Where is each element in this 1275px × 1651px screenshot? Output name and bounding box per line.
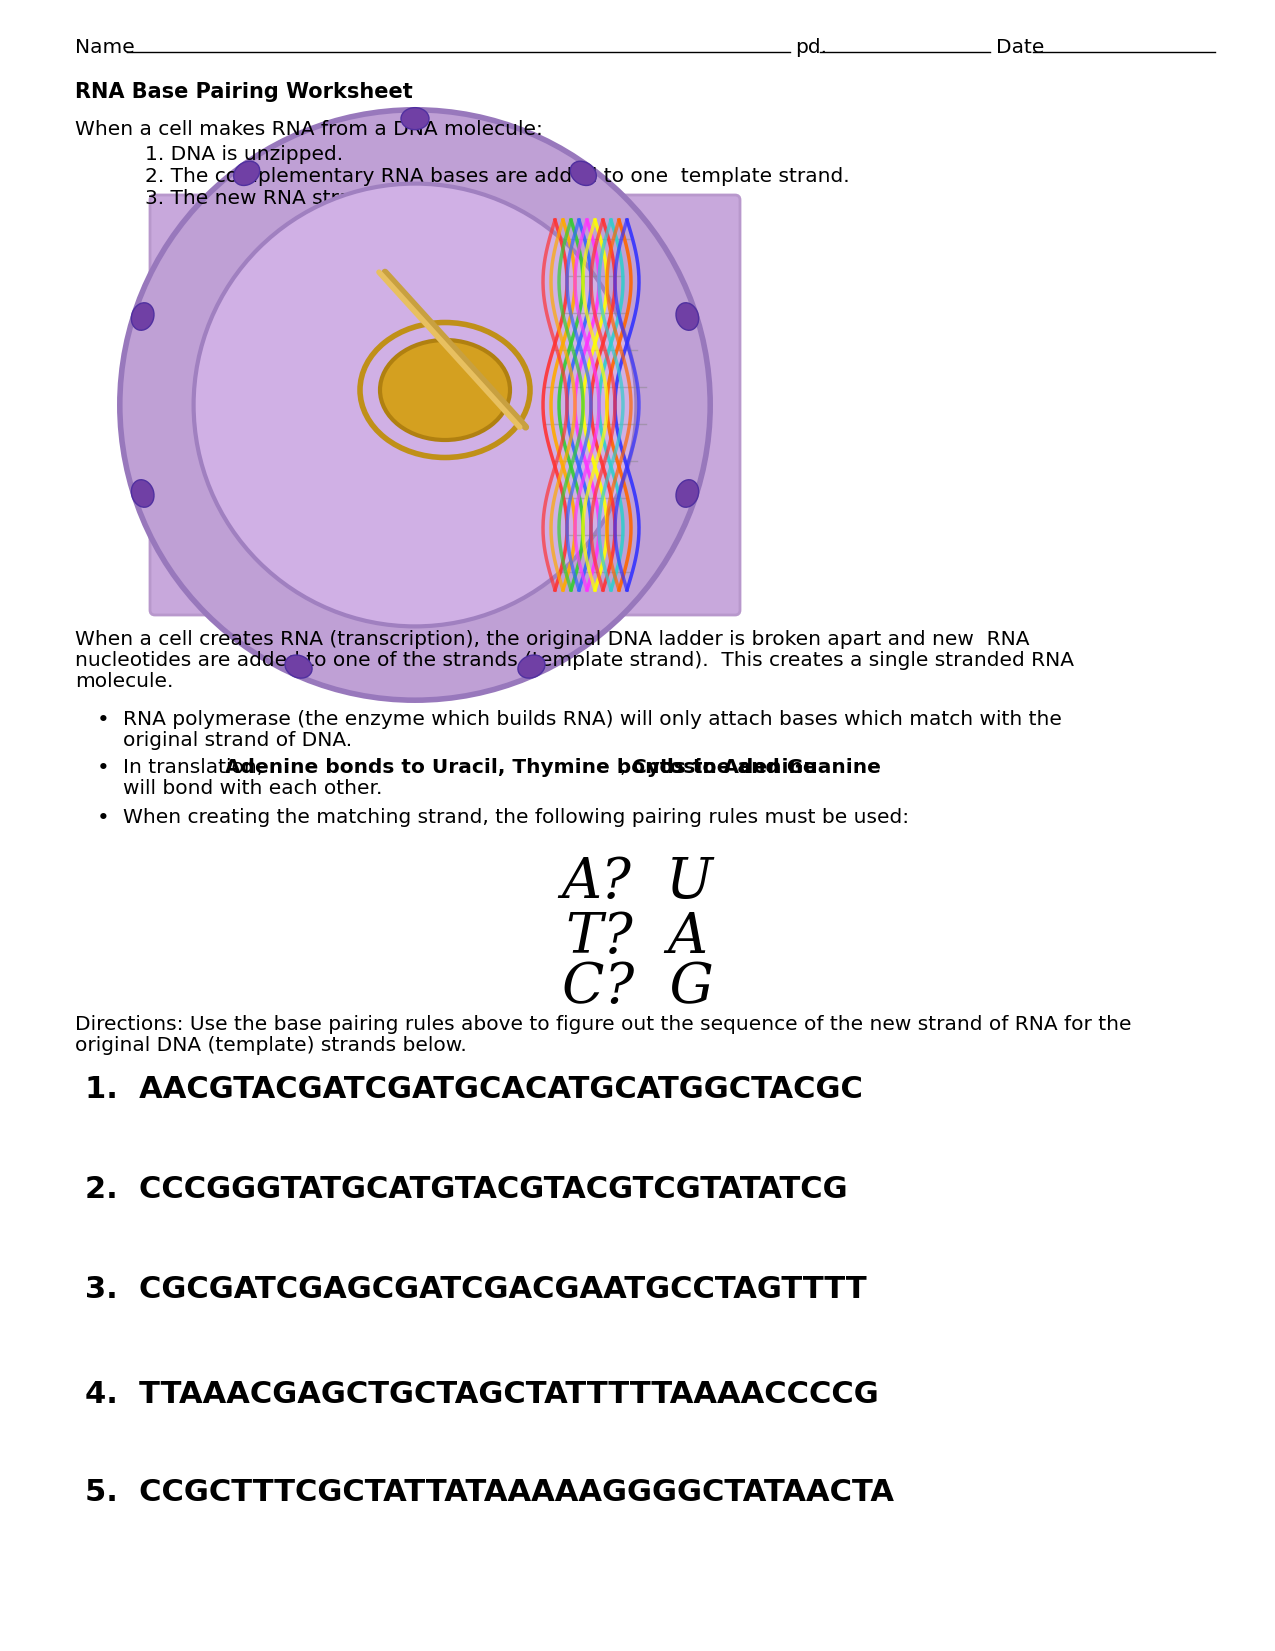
Text: 5.  CCGCTTTCGCTATTATAAAAAGGGGCTATAACTA: 5. CCGCTTTCGCTATTATAAAAAGGGGCTATAACTA — [85, 1478, 894, 1507]
Text: When a cell makes RNA from a DNA molecule:: When a cell makes RNA from a DNA molecul… — [75, 121, 543, 139]
Text: 1.  AACGTACGATCGATGCACATGCATGGCTACGC: 1. AACGTACGATCGATGCACATGCATGGCTACGC — [85, 1075, 863, 1105]
Text: pd.: pd. — [796, 38, 827, 58]
Text: Directions: Use the base pairing rules above to figure out the sequence of the n: Directions: Use the base pairing rules a… — [75, 1015, 1131, 1034]
Text: C?  G: C? G — [561, 959, 714, 1015]
Text: 2. The complementary RNA bases are added to one  template strand.: 2. The complementary RNA bases are added… — [145, 167, 849, 187]
Text: 4.  TTAAACGAGCTGCTAGCTATTTTTAAAACCCCG: 4. TTAAACGAGCTGCTAGCTATTTTTAAAACCCCG — [85, 1380, 878, 1408]
Text: Adenine bonds to Uracil, Thymine bonds to Adenine: Adenine bonds to Uracil, Thymine bonds t… — [224, 758, 816, 778]
Ellipse shape — [380, 340, 510, 441]
Text: Date: Date — [996, 38, 1044, 58]
Text: 2.  CCCGGGTATGCATGTACGTACGTCGTATATCG: 2. CCCGGGTATGCATGTACGTACGTCGTATATCG — [85, 1176, 848, 1204]
Text: A?  U: A? U — [561, 855, 714, 910]
FancyBboxPatch shape — [150, 195, 740, 616]
Text: RNA Base Pairing Worksheet: RNA Base Pairing Worksheet — [75, 83, 413, 102]
Text: •: • — [97, 710, 110, 730]
Text: Name: Name — [75, 38, 135, 58]
Text: original DNA (template) strands below.: original DNA (template) strands below. — [75, 1035, 467, 1055]
Text: 1. DNA is unzipped.: 1. DNA is unzipped. — [145, 145, 343, 163]
Ellipse shape — [676, 480, 699, 507]
Text: nucleotides are added to one of the strands (template strand).  This creates a s: nucleotides are added to one of the stra… — [75, 650, 1074, 670]
Text: RNA polymerase (the enzyme which builds RNA) will only attach bases which match : RNA polymerase (the enzyme which builds … — [122, 710, 1062, 730]
Ellipse shape — [131, 302, 154, 330]
Ellipse shape — [570, 162, 597, 185]
Text: When a cell creates RNA (transcription), the original DNA ladder is broken apart: When a cell creates RNA (transcription),… — [75, 631, 1029, 649]
Circle shape — [194, 183, 636, 626]
Ellipse shape — [131, 480, 154, 507]
Text: •: • — [97, 807, 110, 829]
Ellipse shape — [402, 107, 428, 130]
Text: T?  A: T? A — [566, 910, 709, 964]
Text: ,: , — [620, 758, 632, 778]
Text: 3.  CGCGATCGAGCGATCGACGAATGCCTAGTTTT: 3. CGCGATCGAGCGATCGACGAATGCCTAGTTTT — [85, 1275, 867, 1304]
Circle shape — [120, 111, 710, 700]
Ellipse shape — [518, 655, 544, 679]
Ellipse shape — [286, 655, 312, 679]
Text: When creating the matching strand, the following pairing rules must be used:: When creating the matching strand, the f… — [122, 807, 909, 827]
Text: •: • — [97, 758, 110, 778]
Text: In translation,: In translation, — [122, 758, 269, 778]
Ellipse shape — [233, 162, 260, 185]
Text: original strand of DNA.: original strand of DNA. — [122, 731, 352, 750]
Text: will bond with each other.: will bond with each other. — [122, 779, 382, 797]
Text: Cytosine and Guanine: Cytosine and Guanine — [632, 758, 881, 778]
Ellipse shape — [676, 302, 699, 330]
Text: molecule.: molecule. — [75, 672, 173, 692]
Text: 3. The new RNA strand released.: 3. The new RNA strand released. — [145, 188, 476, 208]
